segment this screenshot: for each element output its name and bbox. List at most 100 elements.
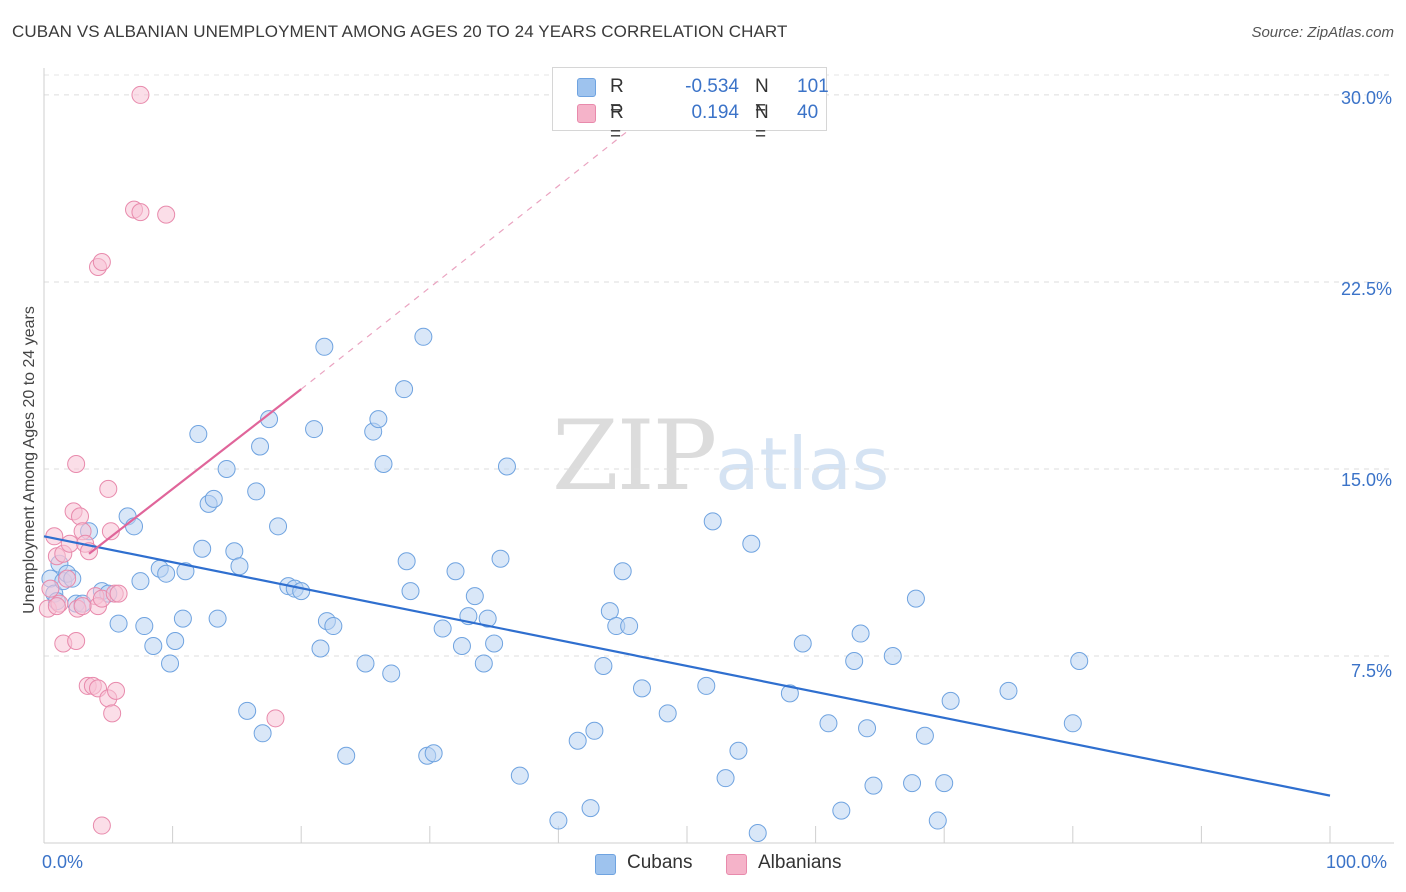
cubans-point [883, 646, 902, 665]
cubans-point [903, 774, 922, 793]
cubans-point [369, 410, 388, 429]
y-tick-label-7-5: 7.5% [1350, 661, 1392, 681]
cubans-point [581, 799, 600, 818]
cubans-point [845, 651, 864, 670]
legend-swatch-albanians [577, 104, 596, 123]
cubans-point [594, 656, 613, 675]
cubans-point [424, 744, 443, 763]
legend-swatch-albanians [726, 854, 747, 875]
legend-r-value: -0.534 [685, 76, 739, 97]
cubans-point [620, 617, 639, 636]
cubans-point [819, 714, 838, 733]
cubans-point [173, 609, 192, 628]
cubans-point [632, 679, 651, 698]
albanians-point [71, 507, 90, 526]
cubans-point [247, 482, 266, 501]
cubans-point [478, 609, 497, 628]
albanians-point [67, 632, 86, 651]
cubans-point [395, 380, 414, 399]
legend-r-label: R = [610, 76, 624, 119]
cubans-point [1070, 651, 1089, 670]
cubans-point [941, 691, 960, 710]
cubans-point [144, 637, 163, 656]
y-tick-label-30: 30.0% [1340, 88, 1392, 108]
y-axis-label: Unemployment Among Ages 20 to 24 years [21, 306, 38, 614]
albanians-point [92, 816, 111, 835]
albanians-point [131, 85, 150, 104]
cubans-point [497, 457, 516, 476]
cubans-point [935, 774, 954, 793]
legend-n-label: N = [755, 102, 769, 145]
albanians-trend-extension [300, 124, 636, 390]
x-tick-label-max: 100.0% [1326, 852, 1388, 872]
cubans-point [446, 562, 465, 581]
legend-r-value: 0.194 [691, 102, 739, 123]
albanians-point [109, 584, 128, 603]
albanians-point [47, 597, 66, 616]
albanians-point [73, 597, 92, 616]
cubans-point [260, 410, 279, 429]
cubans-trend-line [43, 535, 1331, 797]
legend-n-value: 101 [797, 76, 829, 97]
cubans-point [485, 634, 504, 653]
cubans-point [324, 617, 343, 636]
cubans-point [414, 327, 433, 346]
cubans-point [864, 776, 883, 795]
cubans-point [999, 681, 1018, 700]
albanians-point [92, 253, 111, 272]
cubans-point [906, 589, 925, 608]
cubans-point [157, 564, 176, 583]
cubans-point [131, 572, 150, 591]
cubans-point [697, 676, 716, 695]
source-label: Source: ZipAtlas.com [1251, 24, 1394, 41]
cubans-point [238, 701, 257, 720]
cubans-point [858, 719, 877, 738]
legend-item-cubans[interactable]: Cubans [595, 852, 705, 878]
cubans-point [135, 617, 154, 636]
cubans-point [1063, 714, 1082, 733]
legend-n-value: 40 [797, 102, 819, 123]
cubans-point [452, 637, 471, 656]
cubans-point [793, 634, 812, 653]
albanians-point [103, 704, 122, 723]
cubans-point [176, 562, 195, 581]
cubans-point [225, 542, 244, 561]
cubans-point [491, 549, 510, 568]
cubans-point [189, 425, 208, 444]
albanians-point [266, 709, 285, 728]
cubans-point [161, 654, 180, 673]
cubans-point [382, 664, 401, 683]
cubans-point [568, 731, 587, 750]
cubans-point [703, 512, 722, 531]
cubans-point [600, 602, 619, 621]
legend-item-albanians[interactable]: Albanians [726, 852, 856, 878]
cubans-point [928, 811, 947, 830]
cubans-point [465, 587, 484, 606]
cubans-point [851, 624, 870, 643]
cubans-point [832, 801, 851, 820]
legend-swatch-cubans [577, 78, 596, 97]
albanians-point [131, 203, 150, 222]
legend-label-cubans: Cubans [627, 852, 693, 873]
axes [43, 68, 1394, 844]
cubans-point [397, 552, 416, 571]
cubans-point [315, 337, 334, 356]
cubans-point [742, 534, 761, 553]
legend-n-label: N = [755, 76, 769, 119]
cubans-point [311, 639, 330, 658]
cubans-point [251, 437, 270, 456]
cubans-point [208, 609, 227, 628]
cubans-point [356, 654, 375, 673]
cubans-point [374, 454, 393, 473]
cubans-point [549, 811, 568, 830]
cubans-point [729, 741, 748, 760]
albanians-point [107, 681, 126, 700]
trend-lines [43, 124, 1331, 797]
cubans-point [585, 721, 604, 740]
albanians-trend-line [88, 388, 302, 555]
x-tick-label-min: 0.0% [42, 852, 84, 872]
cubans-point [109, 614, 128, 633]
albanians-point [41, 579, 60, 598]
cubans-point [204, 489, 223, 508]
